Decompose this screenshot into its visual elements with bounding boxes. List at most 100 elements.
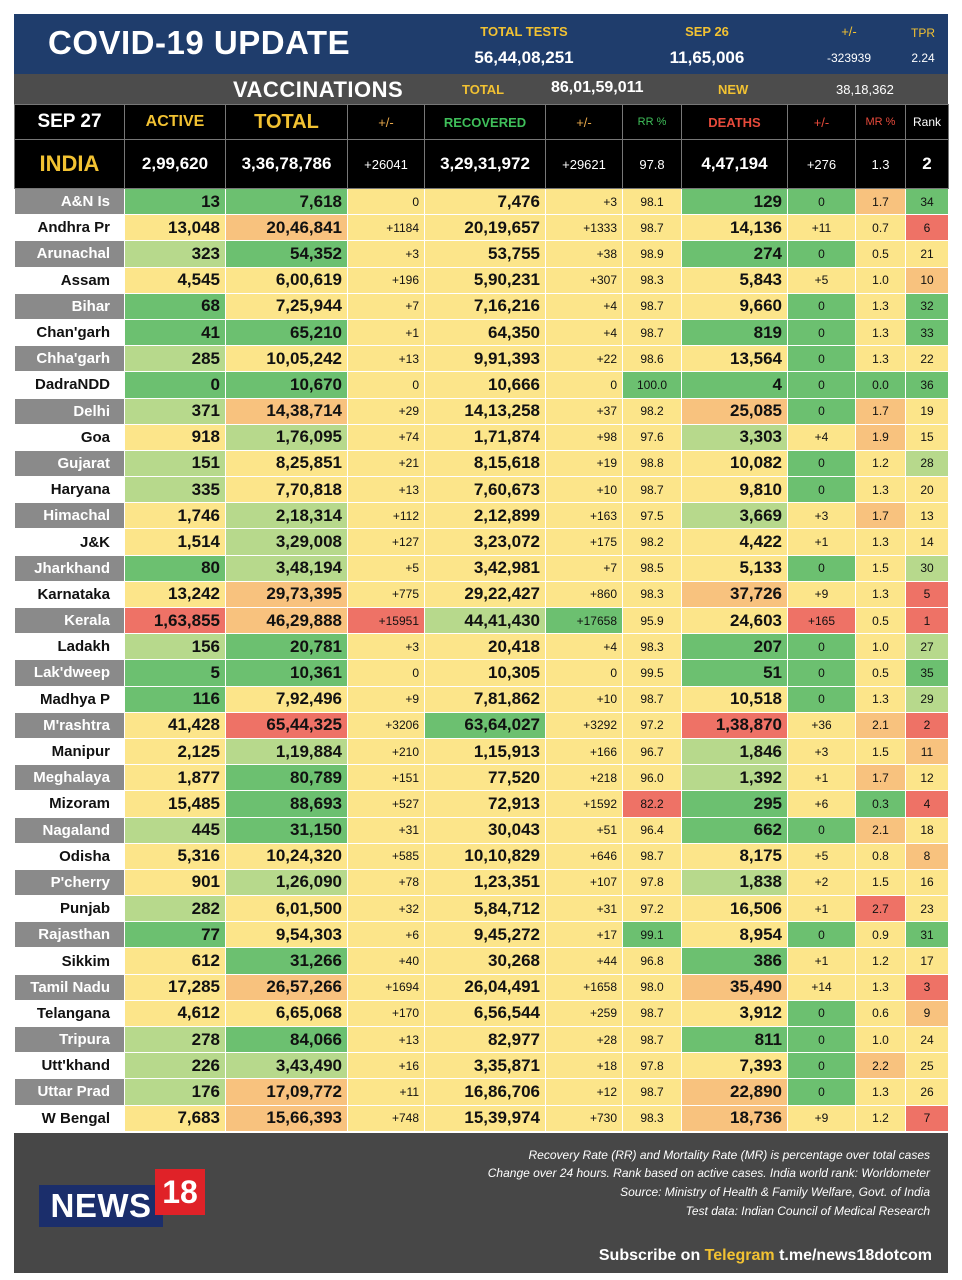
state-deaths: 811 — [681, 1025, 788, 1054]
state-rank: 11 — [905, 737, 949, 766]
state-total-delta: +15951 — [347, 606, 425, 635]
state-name: Assam — [14, 266, 125, 294]
state-deaths-delta: +36 — [787, 711, 856, 739]
state-deaths: 8,954 — [681, 921, 788, 949]
table-row: Punjab 282 6,01,500 +32 5,84,712 +31 97.2 16,50… — [14, 895, 949, 923]
table-row: A&N Is 13 7,618 0 7,476 +3 98.1 129 0 1.7 34 — [14, 187, 949, 216]
logo-18-text: 18 — [155, 1168, 205, 1215]
state-deaths: 35,490 — [681, 973, 788, 1001]
state-rank: 36 — [905, 371, 949, 399]
state-total-delta: +9 — [347, 685, 425, 713]
state-recovered-delta: +166 — [545, 737, 623, 766]
subscribe-line: Subscribe on Telegram t.me/news18dotcom — [599, 1247, 932, 1265]
state-deaths-delta: 0 — [787, 921, 856, 949]
state-rr: 99.5 — [622, 659, 682, 687]
state-recovered: 3,35,871 — [424, 1052, 546, 1080]
state-recovered-delta: +107 — [545, 868, 623, 897]
state-active: 77 — [124, 921, 226, 949]
state-recovered: 10,10,829 — [424, 842, 546, 870]
state-mr: 1.3 — [855, 476, 906, 504]
state-mr: 1.3 — [855, 528, 906, 556]
state-rank: 3 — [905, 973, 949, 1001]
subscribe-link[interactable]: t.me/news18dotcom — [774, 1246, 932, 1264]
state-deaths-delta: +165 — [787, 606, 856, 635]
state-rr: 100.0 — [622, 371, 682, 399]
state-name: Tamil Nadu — [14, 973, 125, 1001]
state-name: Ladakh — [14, 633, 125, 661]
state-mr: 1.7 — [855, 502, 906, 530]
state-total-delta: +3 — [347, 633, 425, 661]
note-test-data: Test data: Indian Council of Medical Res… — [685, 1203, 930, 1218]
state-mr: 1.3 — [855, 1078, 906, 1106]
state-recovered: 63,64,027 — [424, 711, 546, 739]
table-row: Tamil Nadu 17,285 26,57,266 +1694 26,04,491 +… — [14, 973, 949, 1001]
state-recovered: 10,666 — [424, 371, 546, 399]
state-total: 3,43,490 — [225, 1052, 348, 1080]
state-total-delta: +13 — [347, 476, 425, 504]
state-deaths: 51 — [681, 659, 788, 687]
state-deaths: 18,736 — [681, 1104, 788, 1132]
state-recovered: 77,520 — [424, 764, 546, 792]
state-total: 26,57,266 — [225, 973, 348, 1001]
state-mr: 1.0 — [855, 633, 906, 661]
state-mr: 1.5 — [855, 554, 906, 582]
state-rank: 8 — [905, 842, 949, 870]
state-active: 2,125 — [124, 737, 226, 766]
table-row: Nagaland 445 31,150 +31 30,043 +51 96.4 662 0 2.1… — [14, 816, 949, 844]
state-rr: 96.8 — [622, 947, 682, 975]
state-rank: 27 — [905, 633, 949, 661]
state-total-delta: +3 — [347, 240, 425, 268]
table-row: M'rashtra 41,428 65,44,325 +3206 63,64,027 +3… — [14, 711, 949, 739]
state-deaths: 24,603 — [681, 606, 788, 635]
state-active: 371 — [124, 397, 226, 425]
state-mr: 1.3 — [855, 685, 906, 713]
state-mr: 0.9 — [855, 921, 906, 949]
state-rr: 97.2 — [622, 895, 682, 923]
state-rank: 34 — [905, 187, 949, 216]
state-rank: 26 — [905, 1078, 949, 1106]
state-name: Gujarat — [14, 449, 125, 478]
state-total-delta: +32 — [347, 895, 425, 923]
state-rank: 20 — [905, 476, 949, 504]
state-deaths: 4,422 — [681, 528, 788, 556]
state-active: 4,612 — [124, 999, 226, 1028]
state-recovered-delta: +37 — [545, 397, 623, 425]
state-name: Nagaland — [14, 816, 125, 844]
table-row: Meghalaya 1,877 80,789 +151 77,520 +218 96.0 1,… — [14, 764, 949, 792]
state-mr: 2.1 — [855, 711, 906, 739]
state-name: Bihar — [14, 292, 125, 320]
state-deaths-delta: +1 — [787, 764, 856, 792]
state-name: Rajasthan — [14, 921, 125, 949]
state-deaths: 4 — [681, 371, 788, 399]
state-total-delta: +13 — [347, 1025, 425, 1054]
state-deaths-delta: 0 — [787, 292, 856, 320]
state-deaths: 207 — [681, 633, 788, 661]
state-name: Arunachal — [14, 240, 125, 268]
state-deaths-delta: +1 — [787, 947, 856, 975]
state-rr: 97.6 — [622, 423, 682, 451]
state-name: Punjab — [14, 895, 125, 923]
state-recovered-delta: +646 — [545, 842, 623, 870]
tests-delta-value: -323939 — [826, 51, 872, 65]
table-row: Kerala 1,63,855 46,29,888 +15951 44,41,430 +1… — [14, 606, 949, 635]
state-recovered-delta: +10 — [545, 685, 623, 713]
state-rr: 98.1 — [622, 187, 682, 216]
state-mr: 2.7 — [855, 895, 906, 923]
state-active: 13,242 — [124, 580, 226, 609]
state-name: Jharkhand — [14, 554, 125, 582]
vaccinations-new-value: 38,18,362 — [836, 82, 894, 97]
state-active: 285 — [124, 345, 226, 373]
state-deaths-delta: +11 — [787, 214, 856, 242]
state-mr: 1.3 — [855, 318, 906, 347]
state-recovered-delta: +4 — [545, 633, 623, 661]
state-deaths-delta: 0 — [787, 633, 856, 661]
state-total: 1,26,090 — [225, 868, 348, 897]
state-deaths: 5,843 — [681, 266, 788, 294]
state-rr: 98.7 — [622, 1078, 682, 1106]
state-rank: 35 — [905, 659, 949, 687]
state-mr: 1.3 — [855, 580, 906, 609]
state-rank: 1 — [905, 606, 949, 635]
state-rank: 33 — [905, 318, 949, 347]
state-active: 226 — [124, 1052, 226, 1080]
state-total: 10,24,320 — [225, 842, 348, 870]
